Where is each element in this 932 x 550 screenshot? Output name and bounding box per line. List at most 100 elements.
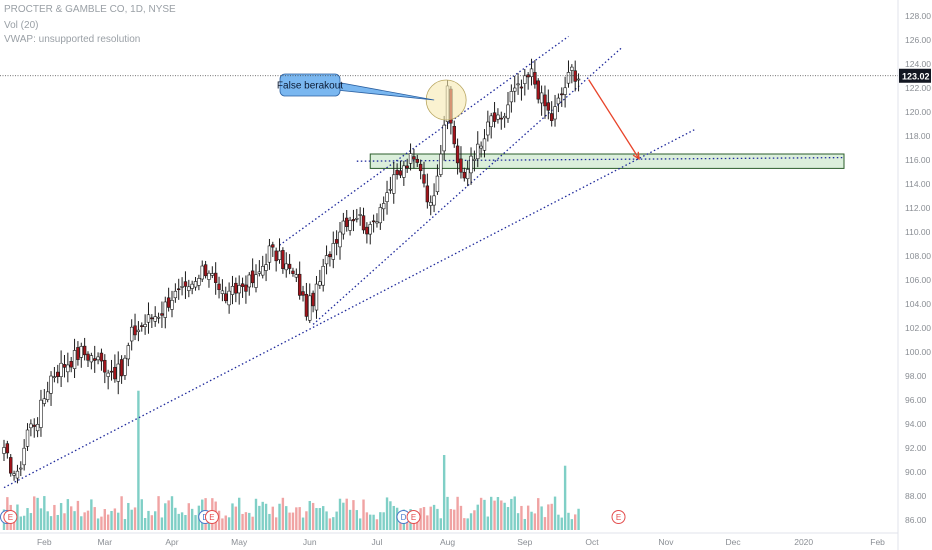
event-marker[interactable] [406,510,421,524]
candle-body [45,391,50,400]
price-tick-label: 90.00 [905,467,927,477]
volume-bar [563,465,567,530]
volume-bar [560,517,563,530]
candle-body [12,473,16,476]
callout-box[interactable] [279,73,341,97]
volume-bar [295,507,298,530]
last-price-box [899,68,931,83]
volume-bar [86,510,90,530]
candle-body [570,66,574,71]
event-marker-label: D [401,513,407,522]
candle-body [553,106,557,120]
candle-body [193,281,198,288]
event-marker[interactable] [204,510,219,524]
candle-body [274,250,278,262]
volume-bar [490,496,493,530]
volume-bar [63,513,66,530]
event-marker[interactable] [611,510,626,524]
trendline[interactable] [312,46,623,325]
volume-bar [543,517,547,530]
candle-body [143,324,147,328]
volume-bar [217,510,221,530]
annotations[interactable]: False berakout [0,73,898,161]
volume-bar [392,505,395,530]
candle-body [207,272,211,280]
candle-body [358,214,362,216]
highlight-circle[interactable] [425,79,467,121]
trendline[interactable] [356,156,845,162]
candle-body [240,283,245,287]
candle-body [35,424,40,432]
last-price-label: 123.02 [902,71,930,81]
volume-bar [76,500,80,530]
volume-bar [385,497,389,530]
candle-body [324,255,329,265]
candle-body [166,297,171,308]
volume-bar [493,500,496,530]
volume-bar [96,518,100,530]
candle-body [455,145,460,164]
candle-body [479,145,483,149]
volume-bar [520,505,523,530]
candle-body [86,353,90,361]
volume-bar [523,518,526,530]
candle-body [200,265,204,280]
volume-bar [184,515,187,530]
volume-bar [174,507,177,530]
volume-bar [103,509,106,530]
trendlines[interactable] [3,35,845,489]
event-marker-label: E [411,513,416,522]
volume-bar [46,511,49,530]
time-axis: Feb Mar Apr May Jun Jul Aug Sep Oct Nov Dec 2020 Feb… [0,532,898,547]
volume-bar [315,508,318,530]
event-marker[interactable] [3,510,18,524]
volume-bar [322,506,325,530]
candle-body [486,121,490,136]
price-tick-label: 92.00 [905,443,927,453]
volume-bar [157,496,160,530]
volume-bar [574,514,577,530]
volume-bar [254,498,258,530]
candle-body [422,174,426,184]
volume-bar [325,511,328,530]
candle-body [99,352,104,362]
candle-body [22,447,26,466]
candle-body [187,286,191,291]
volume-bar [456,496,459,530]
volume-bar [308,500,311,530]
price-tick-label: 110.00 [905,227,931,237]
volume-bar [406,516,409,530]
volume-bar [486,516,490,530]
projection-arrow[interactable] [588,79,640,160]
candle-body [361,215,366,231]
volume-bar [503,502,506,530]
price-tick-label: 88.00 [905,491,927,501]
volume-bar [362,499,365,530]
candle-body [220,290,225,294]
volume-bar [221,518,224,530]
candle-body [318,281,322,286]
candle-body [230,286,235,295]
volume-bar [271,506,274,530]
volume-bar [332,517,335,530]
candle-body [516,83,520,86]
volume-bar [537,498,540,530]
volume-bar [113,508,117,530]
event-markers[interactable]: DEDEDEE [0,510,626,524]
volume-bar [90,499,93,530]
candle-body [563,87,567,95]
candle-body [341,220,346,235]
trendline[interactable] [279,35,569,246]
time-tick-label: Feb [870,537,885,547]
volume-bar [137,390,140,530]
candle-body [281,250,285,269]
volume-bar [432,504,436,530]
volume-bar [550,503,553,530]
callout-pointer [335,81,435,101]
trendline[interactable] [3,128,697,489]
volume-bar [301,517,305,530]
candle-body [76,347,80,360]
candle-body [119,359,124,377]
volume-bars [2,390,580,530]
